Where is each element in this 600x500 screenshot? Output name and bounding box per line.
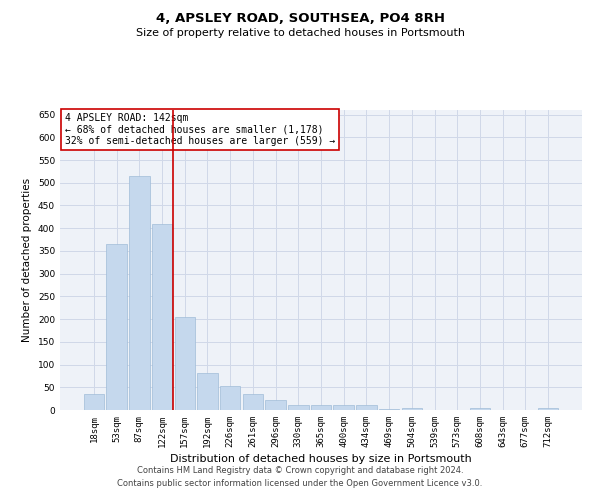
Bar	[265, 400, 286, 410]
Bar	[106, 244, 127, 410]
Bar	[334, 406, 354, 410]
Bar	[401, 408, 422, 410]
Bar	[379, 408, 400, 410]
Bar	[288, 404, 308, 410]
Bar	[152, 224, 172, 410]
Text: Size of property relative to detached houses in Portsmouth: Size of property relative to detached ho…	[136, 28, 464, 38]
Bar	[470, 408, 490, 410]
Y-axis label: Number of detached properties: Number of detached properties	[22, 178, 32, 342]
Bar	[220, 386, 241, 410]
Bar	[197, 372, 218, 410]
Bar	[175, 317, 195, 410]
Bar	[356, 406, 377, 410]
Bar	[84, 394, 104, 410]
Bar	[538, 408, 558, 410]
Bar	[311, 406, 331, 410]
X-axis label: Distribution of detached houses by size in Portsmouth: Distribution of detached houses by size …	[170, 454, 472, 464]
Text: 4, APSLEY ROAD, SOUTHSEA, PO4 8RH: 4, APSLEY ROAD, SOUTHSEA, PO4 8RH	[155, 12, 445, 26]
Bar	[129, 176, 149, 410]
Text: 4 APSLEY ROAD: 142sqm
← 68% of detached houses are smaller (1,178)
32% of semi-d: 4 APSLEY ROAD: 142sqm ← 68% of detached …	[65, 113, 335, 146]
Bar	[242, 394, 263, 410]
Text: Contains HM Land Registry data © Crown copyright and database right 2024.
Contai: Contains HM Land Registry data © Crown c…	[118, 466, 482, 487]
